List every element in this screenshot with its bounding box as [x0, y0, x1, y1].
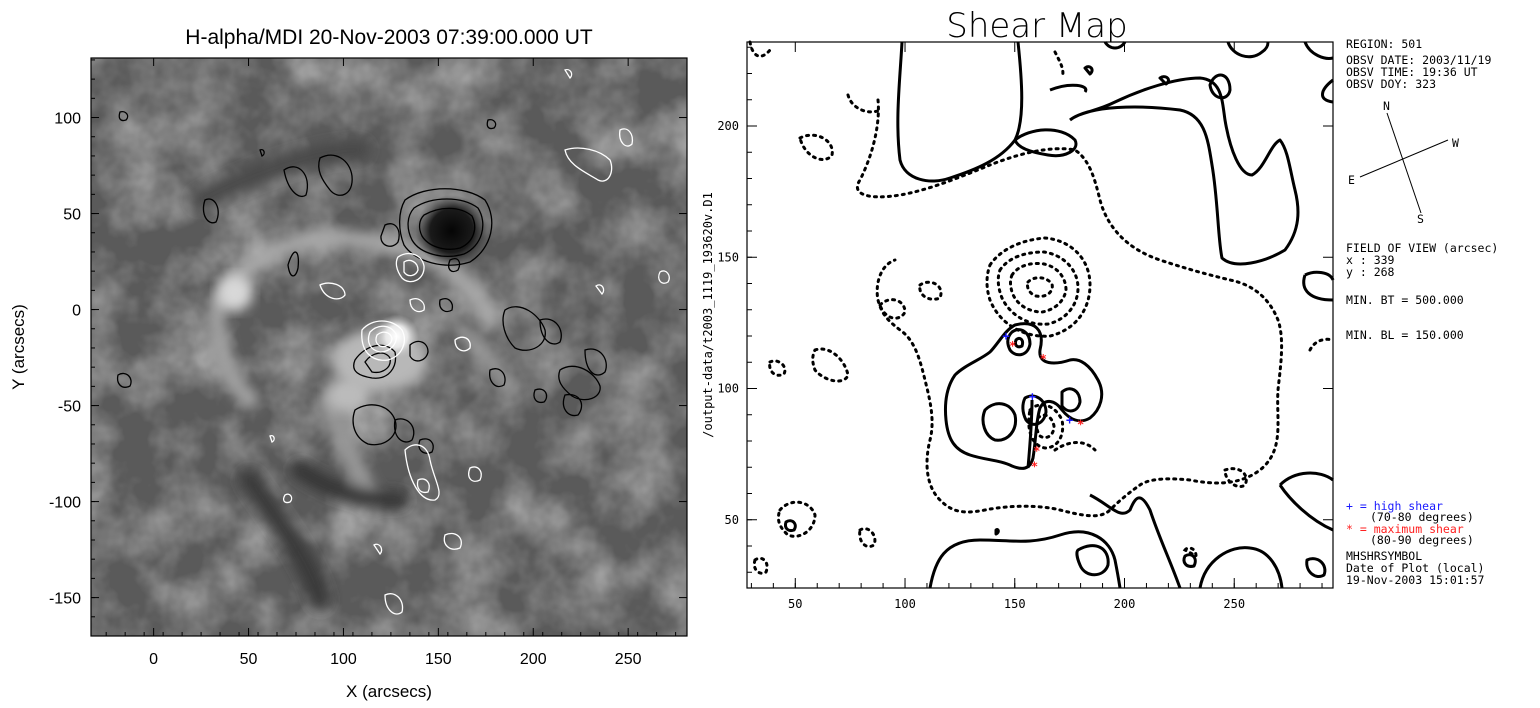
shear-ytick-label: 100	[717, 382, 739, 396]
halpha-panel: H-alpha/MDI 20-Nov-2003 07:39:00.000 UT	[9, 26, 688, 701]
shear-markers: +++*****	[1002, 329, 1084, 474]
fov-y: y : 268	[1346, 265, 1395, 279]
fov-label: FIELD OF VIEW (arcsec)	[1346, 241, 1498, 255]
date-of-plot-label: Date of Plot (local)	[1346, 561, 1484, 575]
halpha-title: H-alpha/MDI 20-Nov-2003 07:39:00.000 UT	[185, 26, 593, 49]
shear-info-sidebar: REGION: 501 OBSV DATE: 2003/11/19 OBSV T…	[1346, 37, 1498, 587]
legend-max-range: (80-90 degrees)	[1370, 533, 1474, 547]
halpha-x-axis: 0 50 100 150 200 250	[105, 58, 677, 668]
halpha-ytick-label: -100	[49, 495, 81, 512]
halpha-xtick-label: 150	[425, 651, 452, 668]
shear-x-axis: 50 100 150 200 250	[750, 42, 1323, 611]
legend-max-shear: * = maximum shear	[1346, 522, 1464, 536]
legend-high-shear: + = high shear	[1346, 499, 1443, 513]
obsv-date-label: OBSV DATE: 2003/11/19	[1346, 53, 1491, 67]
compass-e: E	[1348, 173, 1355, 187]
fov-x: x : 339	[1346, 253, 1395, 267]
high-shear-marker: +	[1066, 413, 1073, 427]
halpha-xtick-label: 100	[330, 651, 357, 668]
legend-high-range: (70-80 degrees)	[1370, 510, 1474, 524]
plot-time-label: 19-Nov-2003 15:01:57	[1346, 573, 1485, 587]
shear-xtick-label: 100	[894, 597, 916, 611]
halpha-ytick-label: 100	[54, 111, 81, 128]
halpha-xtick-label: 200	[520, 651, 547, 668]
max-shear-marker: *	[1031, 460, 1038, 474]
halpha-xtick-label: 0	[149, 651, 158, 668]
max-shear-marker: *	[1040, 352, 1047, 366]
shear-y-axis: 200 150 100 50	[717, 46, 1333, 573]
halpha-xtick-label: 250	[615, 651, 642, 668]
min-bl-label: MIN. BL = 150.000	[1346, 328, 1464, 342]
halpha-ytick-label: -50	[58, 399, 81, 416]
obsv-time-label: OBSV TIME: 19:36 UT	[1346, 65, 1478, 79]
shear-map-panel: Shear Map	[701, 6, 1335, 611]
halpha-y-axis: 100 50 0 -50 -100 -150	[49, 59, 687, 618]
halpha-xlabel: X (arcsecs)	[346, 682, 432, 701]
halpha-frame	[90, 57, 688, 637]
high-shear-marker: +	[1029, 389, 1036, 403]
positive-contours	[269, 68, 670, 615]
min-bt-label: MIN. BT = 500.000	[1346, 293, 1464, 307]
symbol-label: MHSHRSYMBOL	[1346, 549, 1422, 563]
shear-map-title: Shear Map	[946, 6, 1127, 46]
shear-xtick-label: 250	[1223, 597, 1245, 611]
halpha-ylabel: Y (arcsecs)	[9, 304, 28, 390]
shear-map-frame	[746, 41, 1334, 589]
compass-w: W	[1452, 136, 1459, 150]
compass-s: S	[1417, 212, 1424, 226]
compass-rose: N W E S	[1348, 99, 1459, 226]
halpha-ytick-label: 50	[63, 207, 81, 224]
halpha-ytick-label: -150	[49, 591, 81, 608]
halpha-ytick-label: 0	[72, 303, 81, 320]
shear-xtick-label: 200	[1114, 597, 1136, 611]
obsv-doy-label: OBSV DOY: 323	[1346, 77, 1436, 91]
shear-ylabel: /output-data/t2003_1119_193620v.D1	[701, 192, 715, 438]
halpha-image	[91, 58, 687, 636]
high-shear-marker: +	[1002, 329, 1009, 343]
max-shear-marker: *	[1077, 418, 1084, 432]
shear-ytick-label: 50	[725, 513, 739, 527]
shear-contours: +++*****	[748, 40, 1335, 589]
shear-xtick-label: 150	[1004, 597, 1026, 611]
shear-ytick-label: 150	[717, 250, 739, 264]
shear-xtick-label: 50	[788, 597, 802, 611]
sunspot-umbra	[415, 194, 488, 267]
max-shear-marker: *	[1009, 339, 1016, 353]
compass-n: N	[1383, 99, 1390, 113]
negative-contours	[116, 110, 607, 454]
max-shear-marker: *	[1033, 444, 1040, 458]
shear-ytick-label: 200	[717, 119, 739, 133]
region-label: REGION: 501	[1346, 37, 1422, 51]
halpha-xtick-label: 50	[240, 651, 258, 668]
